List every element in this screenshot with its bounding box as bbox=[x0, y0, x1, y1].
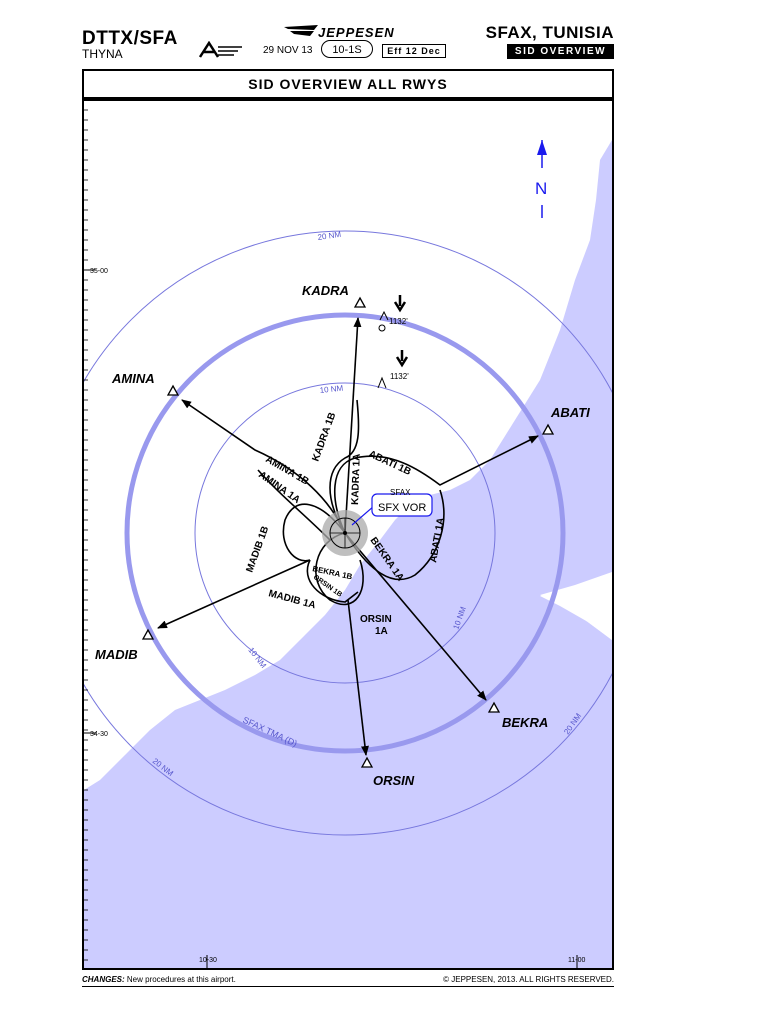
route-abati-1b bbox=[334, 435, 539, 534]
chart-date: 29 NOV 13 bbox=[263, 45, 313, 56]
brand-name: JEPPESEN bbox=[318, 25, 395, 40]
jeppesen-logo-icon bbox=[284, 25, 318, 36]
route-madib-1b bbox=[157, 503, 346, 629]
airport-city: SFAX, TUNISIA bbox=[485, 23, 614, 42]
sfx-vor-name: SFAX bbox=[390, 488, 411, 497]
label-kadra-1a: KADRA 1A bbox=[350, 453, 363, 505]
north-arrow-icon bbox=[537, 140, 547, 218]
chart-index: 10-1S bbox=[321, 40, 373, 58]
north-label: N bbox=[535, 179, 547, 198]
sea-area bbox=[84, 140, 612, 968]
fix-madib-icon bbox=[141, 628, 155, 640]
sid-map: 20 NM 10 NM 10 NM 10 NM 20 NM 20 NM SFAX… bbox=[82, 99, 614, 970]
route-kadra-1b-turn bbox=[329, 399, 360, 534]
sfx-vor-label-box bbox=[371, 493, 433, 517]
airport-a-icon bbox=[198, 41, 242, 58]
chart-type-badge: SID OVERVIEW bbox=[507, 44, 614, 59]
ring-20nm bbox=[84, 230, 612, 836]
chart-title: SID OVERVIEW ALL RWYS bbox=[82, 69, 614, 99]
ring-tma bbox=[124, 312, 566, 754]
route-abati-1a bbox=[344, 489, 445, 581]
ring-10nm bbox=[194, 382, 496, 684]
route-bekra-1b-loop bbox=[315, 532, 364, 606]
route-bekra bbox=[344, 532, 487, 701]
route-kadra bbox=[344, 317, 362, 534]
obstacle-2-elev: 1132' bbox=[390, 372, 409, 381]
ring-label-10nm-bottom: 10 NM bbox=[246, 646, 268, 670]
obstacle-1-elev: 1132' bbox=[389, 317, 408, 326]
fix-madib: MADIB bbox=[95, 647, 138, 662]
fix-bekra-icon bbox=[487, 701, 501, 713]
route-orsin bbox=[347, 599, 369, 756]
bottom-rule bbox=[82, 986, 614, 987]
fix-bekra: BEKRA bbox=[502, 715, 548, 730]
lat-label-3430: 34-30 bbox=[90, 731, 108, 738]
footer-changes: CHANGES: New procedures at this airport. bbox=[82, 975, 236, 984]
lon-label-1100: 11-00 bbox=[568, 957, 585, 964]
lon-label-1030: 10-30 bbox=[199, 957, 217, 964]
fix-kadra: KADRA bbox=[302, 283, 349, 298]
obstacle-1-icon bbox=[378, 295, 407, 332]
sid-routes bbox=[157, 317, 539, 756]
fix-kadra-icon bbox=[353, 296, 367, 308]
label-kadra-1b: KADRA 1B bbox=[310, 411, 338, 463]
label-madib-1b: MADIB 1B bbox=[244, 525, 271, 574]
airport-name: THYNA bbox=[82, 47, 123, 61]
ring-label-10nm-top: 10 NM bbox=[319, 384, 344, 395]
label-madib-1a: MADIB 1A bbox=[267, 588, 317, 611]
label-orsin-1a-line1: ORSIN bbox=[360, 614, 392, 625]
sid-map-svg: 20 NM 10 NM 10 NM 10 NM 20 NM 20 NM SFAX… bbox=[84, 109, 612, 968]
label-orsin-1a-line2: 1A bbox=[375, 626, 388, 637]
fix-triangles bbox=[141, 296, 555, 768]
fix-amina: AMINA bbox=[111, 371, 155, 386]
airport-icao: DTTX/SFA bbox=[82, 28, 178, 49]
fix-orsin: ORSIN bbox=[373, 773, 415, 788]
footer-copyright: © JEPPESEN, 2013. ALL RIGHTS RESERVED. bbox=[443, 975, 614, 984]
island bbox=[540, 574, 612, 640]
fix-abati: ABATI bbox=[550, 405, 590, 420]
sfx-vor-ident: SFX VOR bbox=[378, 502, 426, 514]
effective-date: Eff 12 Dec bbox=[382, 44, 446, 58]
changes-text: New procedures at this airport. bbox=[124, 975, 236, 984]
ring-label-20nm-top: 20 NM bbox=[317, 230, 342, 242]
route-madib-1a bbox=[306, 559, 359, 603]
distance-scale: 4540353025201510505 bbox=[84, 109, 88, 961]
fix-amina-icon bbox=[166, 384, 180, 396]
fix-abati-icon bbox=[541, 423, 555, 435]
fix-orsin-icon bbox=[360, 756, 374, 768]
obstacle-2-icon bbox=[377, 350, 409, 389]
lat-label-3500: 35-00 bbox=[90, 268, 108, 275]
route-amina-1b bbox=[181, 399, 346, 534]
changes-label: CHANGES: bbox=[82, 975, 125, 984]
